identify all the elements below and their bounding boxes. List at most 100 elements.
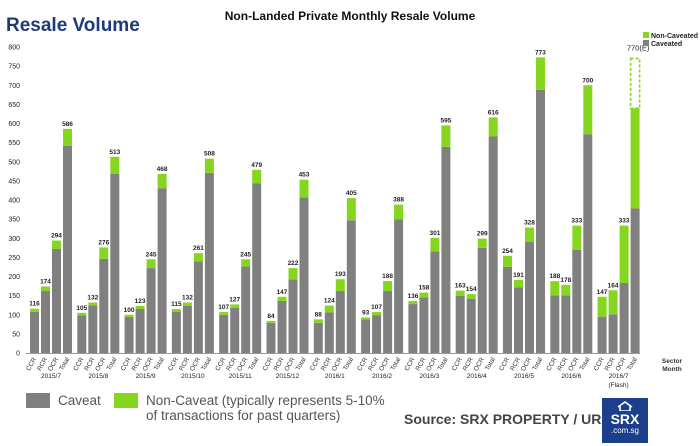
bar-non-caveated	[313, 319, 323, 323]
bar-non-caveated	[288, 268, 298, 280]
x-sub-category-label: Total	[626, 356, 639, 372]
legend-non-caveat-label: Non-Caveat (typically represents 5-10% o…	[146, 393, 385, 423]
bar-non-caveated	[630, 108, 640, 209]
legend-swatch-non-caveated	[643, 32, 649, 38]
data-label: 188	[382, 273, 393, 280]
data-label: 88	[315, 311, 323, 318]
bar-caveated	[419, 297, 429, 353]
bar-caveated	[146, 268, 156, 353]
bar-caveated	[124, 317, 134, 353]
bar-caveated	[230, 307, 240, 353]
x-sub-category-label: Total	[342, 356, 355, 372]
bar-caveated	[41, 291, 50, 353]
bar-non-caveated	[619, 225, 629, 284]
bar-non-caveated	[88, 302, 98, 306]
data-label: 301	[429, 230, 440, 237]
bar-caveated	[346, 220, 356, 353]
y-tick-label: 750	[8, 64, 20, 71]
bar-caveated	[441, 146, 451, 353]
y-tick-label: 100	[8, 312, 20, 319]
data-label: 261	[193, 245, 204, 252]
bar-caveated	[335, 291, 345, 353]
x-month-label: 2016/6	[561, 373, 581, 380]
bar-non-caveated	[361, 317, 371, 320]
bar-non-caveated	[536, 57, 545, 90]
bar-caveated	[455, 296, 465, 353]
bar-non-caveated	[466, 294, 476, 299]
y-tick-label: 700	[8, 83, 20, 90]
data-label: 127	[229, 296, 240, 303]
x-month-label: 2016/1	[325, 373, 345, 380]
x-sub-category-label: OCR	[236, 356, 249, 372]
data-label: 508	[204, 151, 215, 158]
bar-caveated	[597, 316, 607, 353]
bar-caveated	[583, 134, 593, 353]
y-tick-label: 800	[8, 45, 20, 52]
bar-non-caveated	[204, 158, 214, 173]
x-sub-category-label: OCR	[94, 356, 107, 372]
bar-caveated	[383, 291, 393, 353]
legend-label-caveated: Caveated	[651, 41, 682, 48]
bar-non-caveated	[77, 312, 87, 316]
data-label: 479	[251, 162, 262, 169]
y-tick-label: 250	[8, 255, 20, 262]
y-tick-label: 650	[8, 102, 20, 109]
bar-non-caveated	[63, 128, 72, 146]
data-label: 124	[324, 298, 335, 305]
x-month-label: 2015/11	[229, 373, 252, 380]
x-sub-category-label: OCR	[520, 356, 533, 372]
y-tick-label: 300	[8, 236, 20, 243]
bar-caveated	[608, 314, 618, 353]
data-label: 294	[51, 233, 62, 240]
x-axis-label: Month	[662, 366, 682, 373]
bar-non-caveated	[335, 279, 345, 292]
bar-non-caveated	[419, 292, 429, 298]
x-sub-category-label: Total	[248, 356, 261, 372]
x-sub-category-label: Total	[295, 356, 308, 372]
x-sub-category-label: OCR	[567, 356, 580, 372]
data-label: 123	[135, 298, 146, 305]
data-label: 132	[87, 295, 98, 302]
bar-caveated	[171, 311, 181, 353]
y-tick-label: 500	[8, 159, 20, 166]
data-label: 700	[582, 77, 593, 84]
y-tick-label: 600	[8, 121, 20, 128]
y-tick-label: 200	[8, 274, 20, 281]
x-sub-category-label: Total	[531, 356, 544, 372]
x-axis-label: Sector	[662, 358, 683, 365]
bar-non-caveated	[503, 255, 512, 267]
legend-non-caveat-swatch	[114, 393, 138, 408]
bar-caveated	[550, 295, 560, 353]
bar-non-caveated	[193, 253, 203, 262]
data-label: 222	[288, 260, 299, 267]
legend-caveat-swatch	[26, 393, 50, 408]
bar-caveated	[63, 145, 72, 353]
x-month-label: 2015/12	[276, 373, 300, 380]
bar-non-caveated	[230, 304, 240, 308]
x-sub-category-label: Total	[579, 356, 592, 372]
bar-caveated	[408, 304, 418, 353]
x-month-label: 2016/2	[372, 373, 392, 380]
bar-non-caveated	[146, 259, 156, 269]
bar-caveated	[619, 283, 629, 353]
bar-non-caveated	[277, 296, 287, 301]
bar-caveated	[110, 173, 120, 353]
data-label: 107	[218, 304, 229, 311]
chart-title: Non-Landed Private Monthly Resale Volume	[224, 9, 476, 23]
x-month-label: 2016/7	[609, 373, 629, 380]
data-label: 178	[560, 277, 571, 284]
data-label: 453	[299, 172, 310, 179]
srx-logo: SRX .com.sg	[602, 398, 648, 443]
x-sub-category-label: OCR	[615, 356, 628, 372]
bar-non-caveated	[572, 225, 582, 250]
data-label: 174	[40, 278, 51, 285]
x-sub-category-label: Total	[106, 356, 119, 372]
data-label: 100	[124, 307, 135, 314]
data-label: 388	[393, 197, 404, 204]
house-icon	[617, 401, 633, 411]
y-tick-label: 350	[8, 217, 20, 224]
page-title: Resale Volume	[6, 15, 140, 36]
bar-non-caveated	[408, 300, 418, 305]
data-label: 158	[418, 285, 429, 292]
bar-non-caveated	[299, 179, 309, 198]
